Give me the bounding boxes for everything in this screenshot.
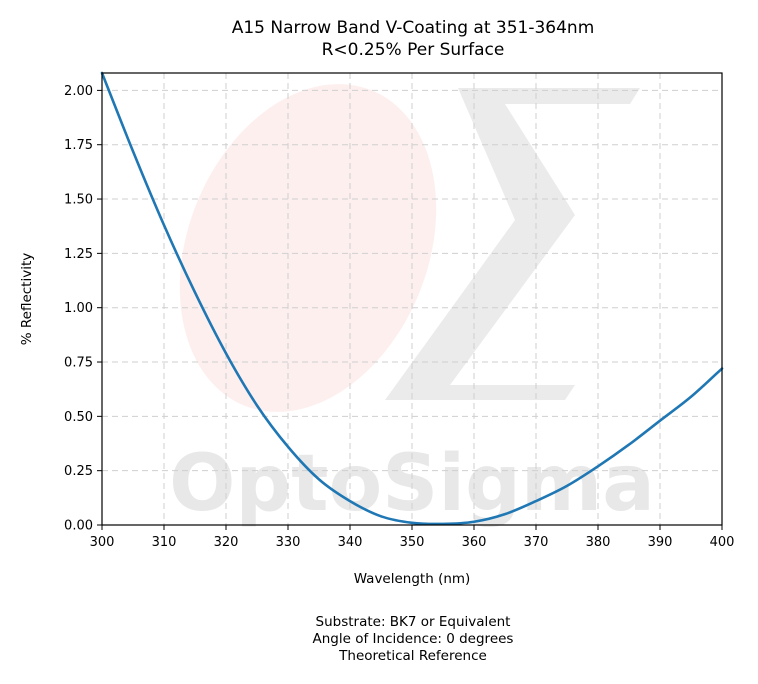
- footer-line-angle: Angle of Incidence: 0 degrees: [312, 631, 514, 647]
- y-tick-label: 1.25: [64, 247, 93, 262]
- series-layer: [100, 71, 724, 526]
- x-tick-label: 400: [710, 535, 735, 550]
- series-line: [100, 71, 724, 526]
- y-tick-label: 1.00: [64, 301, 93, 316]
- chart-title: A15 Narrow Band V-Coating at 351-364nm: [231, 18, 595, 38]
- x-axis: 300 310 320 330 340 350 360 370 380 390 400: [90, 525, 735, 550]
- y-axis: 0.00 0.25 0.50 0.75 1.00 1.25 1.50 1.75 2.00: [64, 84, 102, 534]
- footer-line-reference: Theoretical Reference: [339, 648, 487, 664]
- x-tick-label: 330: [276, 535, 301, 550]
- y-axis-label: % Reflectivity: [19, 253, 35, 346]
- y-tick-label: 0.00: [64, 519, 93, 534]
- watermark-omega-ellipse: [179, 84, 437, 412]
- watermark-sigma-shape: [385, 88, 640, 400]
- y-tick-label: 1.75: [64, 138, 93, 153]
- watermark: OptoSigma: [169, 84, 655, 529]
- y-tick-label: 2.00: [64, 84, 93, 99]
- y-tick-label: 1.50: [64, 193, 93, 208]
- x-tick-label: 320: [214, 535, 239, 550]
- y-tick-label: 0.25: [64, 464, 93, 479]
- x-tick-label: 390: [648, 535, 673, 550]
- x-tick-label: 360: [462, 535, 487, 550]
- x-tick-label: 340: [338, 535, 363, 550]
- footer-line-substrate: Substrate: BK7 or Equivalent: [315, 614, 511, 630]
- x-axis-label: Wavelength (nm): [354, 571, 471, 587]
- y-tick-label: 0.75: [64, 356, 93, 371]
- x-tick-label: 380: [586, 535, 611, 550]
- chart-subtitle: R<0.25% Per Surface: [321, 40, 505, 60]
- y-tick-label: 0.50: [64, 410, 93, 425]
- x-tick-label: 310: [152, 535, 177, 550]
- x-tick-label: 300: [90, 535, 115, 550]
- x-tick-label: 370: [524, 535, 549, 550]
- x-tick-label: 350: [400, 535, 425, 550]
